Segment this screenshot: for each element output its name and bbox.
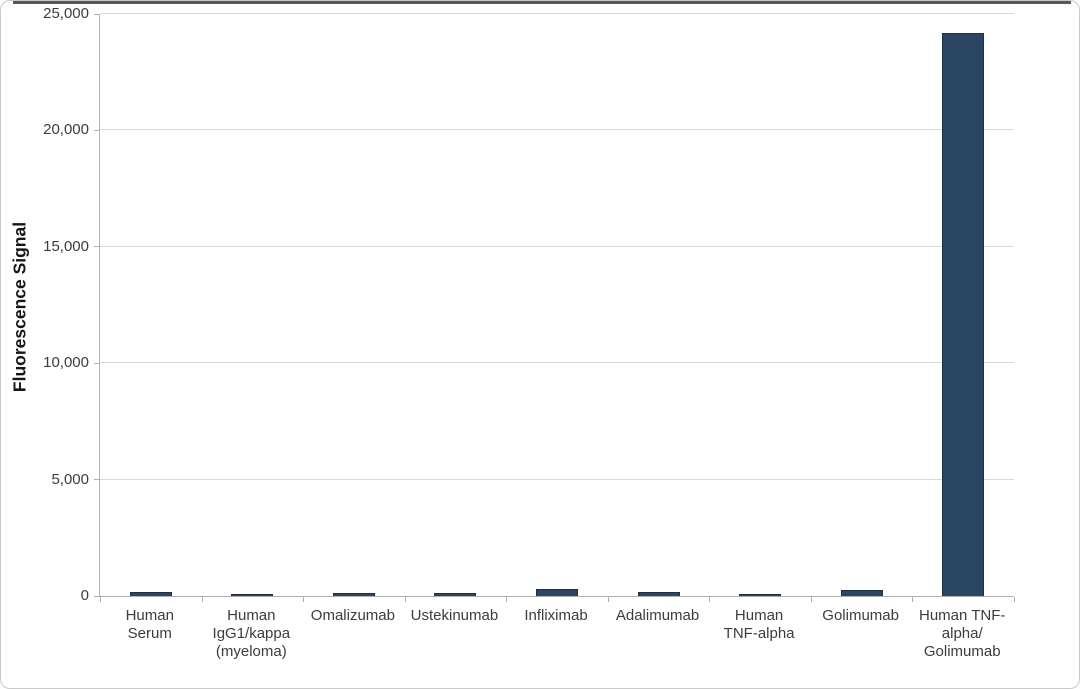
- x-tick-label: Adalimumab: [615, 607, 700, 624]
- bar: [129, 591, 172, 596]
- y-tick-label: 25,000: [43, 5, 89, 22]
- x-tick-label: Human TNF-alpha: [723, 607, 795, 642]
- y-axis-tick: [94, 479, 99, 481]
- plot-area: [94, 13, 1015, 602]
- bar: [739, 593, 782, 596]
- y-axis-tick: [94, 129, 99, 131]
- x-axis-tick: [100, 597, 101, 602]
- bar: [942, 32, 985, 596]
- y-tick-label: 20,000: [43, 121, 89, 139]
- x-tick-label: Human Serum: [125, 607, 174, 642]
- bar: [637, 591, 680, 596]
- x-axis-tick: [709, 597, 711, 602]
- gridline: [100, 245, 1014, 247]
- x-axis-tick: [201, 597, 203, 602]
- x-tick-label: Golimumab: [822, 607, 899, 624]
- x-tick-label: Ustekinumab: [410, 607, 499, 624]
- y-axis-tick: [94, 13, 99, 15]
- y-tick-label: 0: [80, 587, 89, 604]
- top-divider-rule: [13, 1, 1071, 4]
- y-tick-label: 15,000: [43, 237, 89, 255]
- y-tick-label: 10,000: [43, 354, 89, 372]
- bar: [536, 589, 578, 596]
- y-tick-label: 5,000: [51, 470, 89, 488]
- y-axis-tick: [94, 595, 99, 597]
- x-axis-tick: [506, 597, 508, 602]
- y-axis-tick: [94, 362, 99, 364]
- gridline: [100, 362, 1014, 364]
- bar: [332, 592, 375, 596]
- bar: [231, 593, 274, 596]
- x-tick-label: Infliximab: [524, 607, 588, 624]
- x-axis-tick: [912, 597, 914, 602]
- x-axis-tick: [303, 597, 305, 602]
- x-tick-label: Omalizumab: [310, 607, 395, 624]
- x-axis-tick: [404, 597, 406, 602]
- y-axis-tick: [94, 246, 99, 248]
- x-axis-tick: [1014, 597, 1015, 602]
- x-tick-label: Human TNF- alpha/ Golimumab: [919, 607, 1006, 660]
- x-axis-tick: [810, 597, 812, 602]
- bar: [434, 592, 477, 596]
- x-tick-label: Human IgG1/kappa (myeloma): [212, 607, 291, 660]
- gridline: [100, 478, 1014, 480]
- gridline: [100, 13, 1014, 14]
- gridline: [100, 129, 1014, 131]
- bar: [840, 590, 883, 596]
- x-axis-tick: [607, 597, 609, 602]
